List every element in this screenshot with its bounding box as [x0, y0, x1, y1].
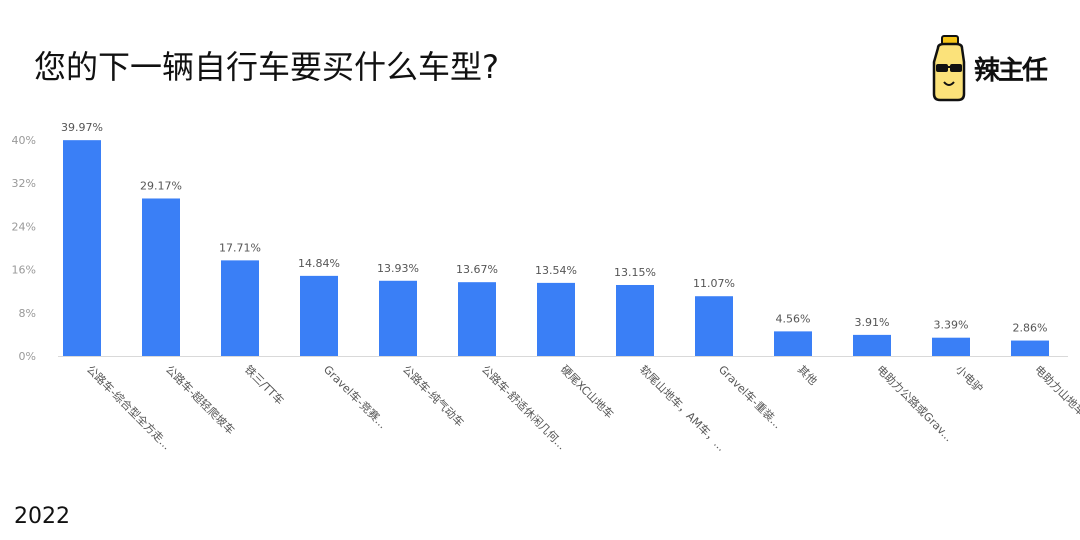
bar — [221, 260, 259, 356]
data-label: 11.07% — [693, 277, 735, 290]
bar — [379, 280, 417, 356]
x-tick-label: Gravel车-重装... — [716, 362, 785, 431]
x-tick-label: 其他 — [795, 363, 820, 388]
brand-logo: 辣主任 — [930, 34, 1055, 106]
data-label: 3.39% — [934, 319, 969, 332]
x-tick-label: 电助力公路或Grav... — [874, 362, 956, 444]
x-tick-label: Gravel车-竞赛... — [321, 362, 390, 431]
bottle-glasses-mascot-icon — [932, 35, 966, 102]
data-label: 3.91% — [855, 316, 890, 329]
y-tick-label: 40% — [12, 134, 36, 147]
x-tick-label: 电助力山地车 — [1032, 362, 1080, 419]
bar — [932, 337, 970, 356]
logo-text: 辣主任 — [974, 56, 1048, 86]
bar — [695, 296, 733, 356]
x-tick-label: 公路车-综合型全方走... — [84, 362, 174, 452]
bar — [1011, 340, 1049, 356]
x-tick-label: 硬尾XC山地车 — [558, 362, 617, 421]
y-tick-label: 8% — [19, 307, 36, 320]
data-label: 14.84% — [298, 257, 340, 270]
x-tick-label: 公路车-超轻爬坡车 — [163, 362, 238, 437]
data-label: 13.15% — [614, 266, 656, 279]
bar — [537, 282, 575, 356]
bar — [142, 198, 180, 356]
data-label: 13.54% — [535, 264, 577, 277]
y-tick-label: 32% — [12, 177, 36, 190]
data-label: 4.56% — [776, 312, 811, 325]
data-label: 39.97% — [61, 121, 103, 134]
bar — [458, 282, 496, 356]
bar-chart: 0% 8% 16% 24% 32% 40% 39.97% 公路车-综合型全方走... 29.17… — [12, 121, 1080, 454]
bar — [853, 334, 891, 356]
data-label: 29.17% — [140, 179, 182, 192]
bar — [300, 275, 338, 356]
y-tick-label: 0% — [19, 350, 36, 363]
x-tick-label: 公路车-纯气动车 — [400, 362, 467, 429]
data-label: 17.71% — [219, 241, 261, 254]
bar — [616, 284, 654, 356]
y-tick-label: 16% — [12, 264, 36, 277]
x-tick-label: 软尾山地车，AM车，... — [637, 362, 729, 454]
bar — [63, 140, 101, 356]
y-tick-label: 24% — [12, 220, 36, 233]
year-label: 2022 — [14, 504, 70, 529]
x-tick-label: 小电驴 — [953, 362, 986, 395]
data-label: 13.93% — [377, 262, 419, 275]
bar — [774, 331, 812, 356]
x-tick-label: 铁三/TT车 — [242, 362, 287, 407]
x-tick-label: 公路车-舒适休闲几何... — [479, 362, 569, 452]
chart-title: 您的下一辆自行车要买什么车型? — [34, 48, 499, 86]
data-label: 2.86% — [1013, 322, 1048, 335]
data-label: 13.67% — [456, 263, 498, 276]
